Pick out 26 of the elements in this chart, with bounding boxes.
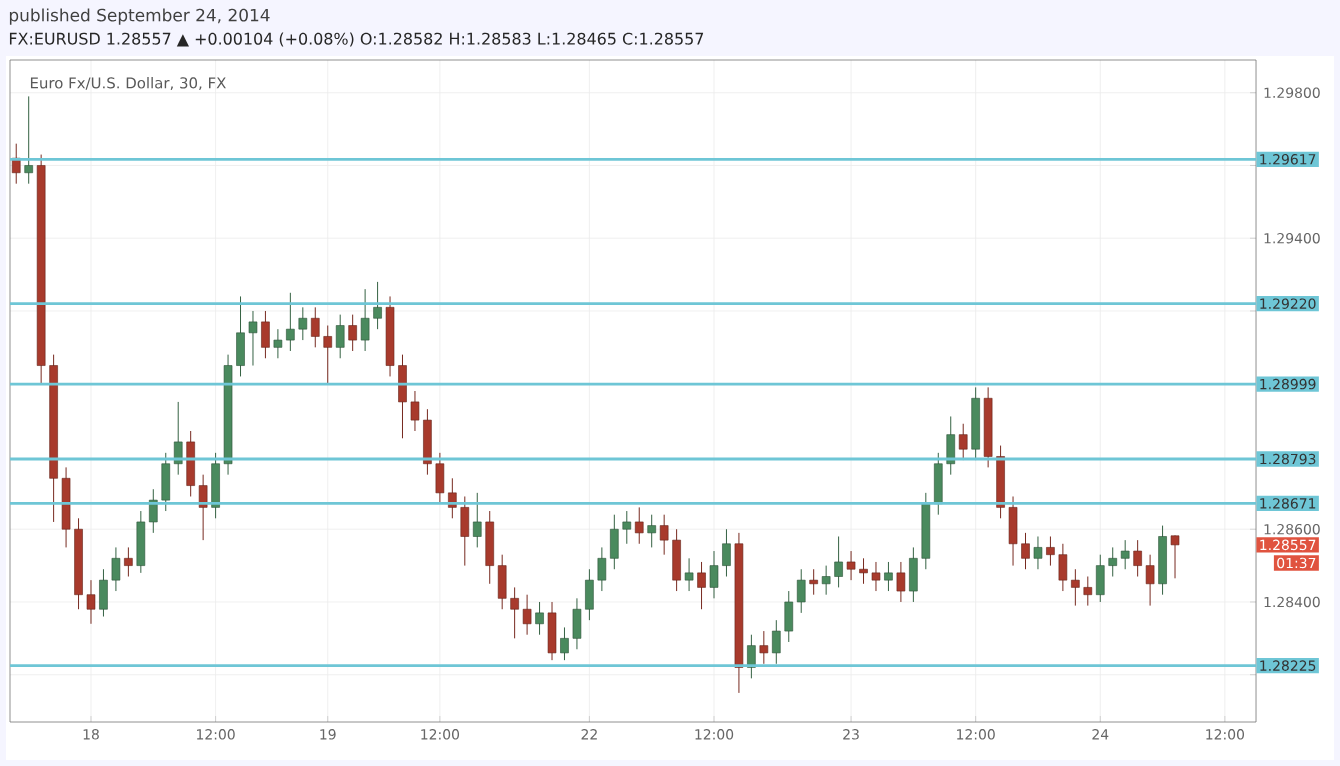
candlestick	[759, 630, 769, 665]
candlestick	[796, 568, 806, 614]
candlestick	[896, 561, 906, 603]
chart-subtitle: published September 24, 2014	[9, 8, 270, 25]
candlestick	[958, 423, 968, 461]
candlestick	[809, 568, 818, 596]
candlestick	[535, 601, 544, 636]
candlestick	[472, 492, 482, 548]
candlestick	[124, 546, 133, 578]
candlestick	[1120, 539, 1130, 570]
candlestick	[24, 95, 33, 185]
candlestick	[884, 561, 893, 592]
candlestick	[684, 557, 694, 592]
candlestick	[1033, 535, 1043, 570]
candlestick	[485, 510, 494, 585]
candlestick	[1170, 534, 1180, 579]
candlestick	[335, 314, 345, 359]
candlestick	[136, 510, 146, 574]
candlestick	[348, 314, 357, 352]
candlestick	[1158, 525, 1167, 596]
candlestick	[547, 601, 557, 661]
candlestick	[173, 401, 183, 476]
candlestick	[647, 514, 656, 548]
candlestick	[261, 310, 270, 359]
candlestick	[634, 506, 644, 545]
candlestick	[697, 561, 706, 610]
